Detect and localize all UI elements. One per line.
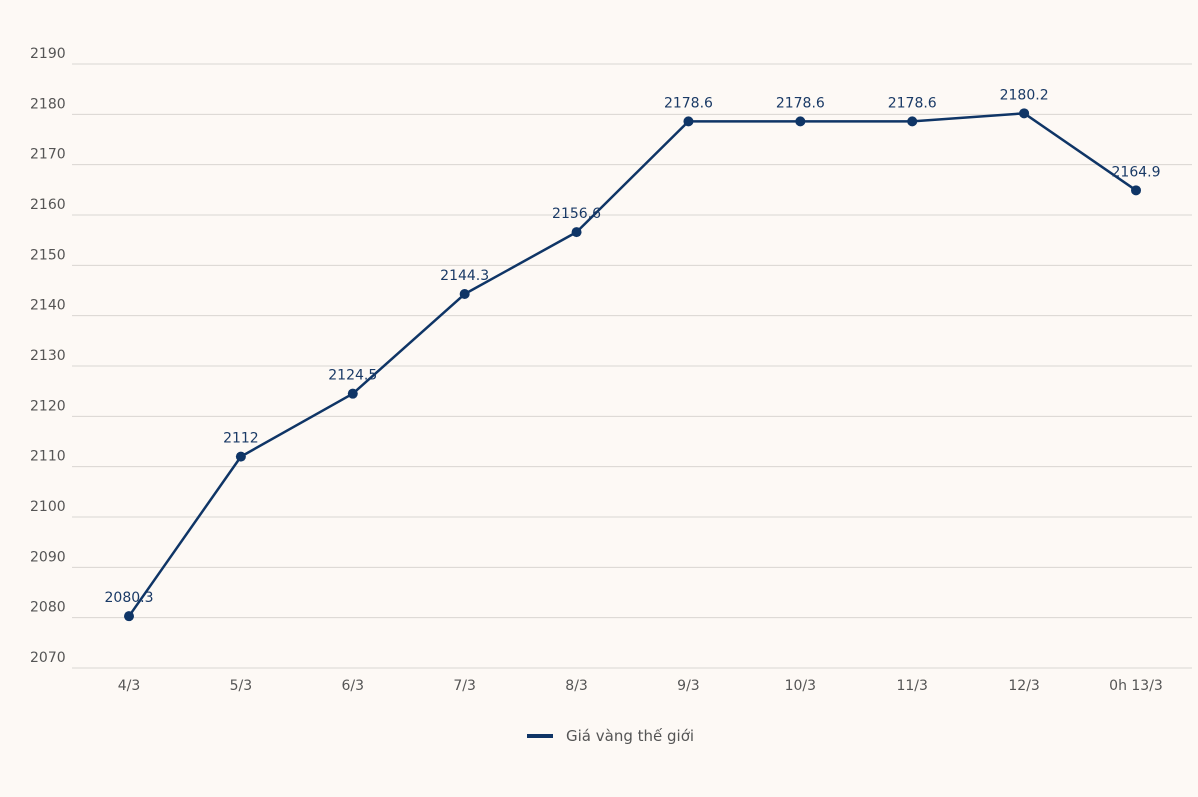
- y-tick-label: 2190: [30, 46, 66, 62]
- legend-label: Giá vàng thế giới: [566, 727, 694, 745]
- data-labels: 2080.3 2112 2124.5 2144.3 2156.6 2178.6 2178.6…: [105, 87, 1161, 606]
- data-point: [235, 451, 246, 462]
- y-tick-label: 2180: [30, 96, 66, 112]
- grid-lines: [72, 63, 1192, 669]
- y-tick-label: 2150: [30, 247, 66, 263]
- x-tick-label: 5/3: [230, 678, 253, 694]
- data-point: [347, 388, 358, 399]
- data-label: 2124.5: [328, 368, 377, 384]
- y-tick-label: 2170: [30, 147, 66, 163]
- x-tick-label: 4/3: [118, 678, 141, 694]
- y-tick-label: 2120: [30, 398, 66, 414]
- y-tick-label: 2070: [30, 650, 66, 666]
- data-label: 2178.6: [664, 95, 713, 111]
- data-point: [459, 289, 470, 300]
- data-point: [1131, 185, 1141, 196]
- data-label: 2080.3: [105, 590, 154, 606]
- y-axis-ticks: 2070 2080 2090 2100 2110 2120 2130 2140 2150 2160…: [30, 46, 66, 666]
- y-tick-label: 2130: [30, 348, 66, 364]
- data-label: 2144.3: [440, 268, 489, 284]
- data-point: [1019, 108, 1030, 119]
- y-tick-label: 2110: [30, 449, 66, 465]
- x-tick-label: 6/3: [342, 678, 365, 694]
- data-point: [683, 116, 694, 127]
- data-point: [571, 227, 582, 238]
- data-label: 2178.6: [776, 95, 825, 111]
- y-tick-label: 2160: [30, 197, 66, 213]
- data-label: 2164.9: [1112, 164, 1161, 180]
- legend: Giá vàng thế giới: [527, 727, 694, 745]
- y-tick-label: 2090: [30, 549, 66, 565]
- series-line: [127, 112, 1137, 617]
- data-label: 2178.6: [888, 95, 937, 111]
- y-tick-label: 2080: [30, 600, 66, 616]
- x-tick-label: 11/3: [896, 678, 927, 694]
- x-tick-label: 12/3: [1008, 678, 1039, 694]
- data-point: [907, 116, 918, 127]
- data-label: 2156.6: [552, 206, 601, 222]
- data-label: 2180.2: [1000, 87, 1049, 103]
- x-tick-label: 10/3: [785, 678, 816, 694]
- x-tick-label: 0h 13/3: [1109, 678, 1163, 694]
- x-tick-label: 9/3: [677, 678, 700, 694]
- x-tick-label: 7/3: [453, 678, 476, 694]
- y-tick-label: 2140: [30, 298, 66, 314]
- y-tick-label: 2100: [30, 499, 66, 515]
- series-layer: [124, 108, 1141, 622]
- x-tick-label: 8/3: [565, 678, 588, 694]
- data-point: [795, 116, 806, 127]
- data-label: 2112: [223, 431, 259, 447]
- data-point: [124, 611, 134, 622]
- x-axis-ticks: 4/3 5/3 6/3 7/3 8/3 9/3 10/3 11/3 12/3 0h 13/3: [118, 678, 1163, 694]
